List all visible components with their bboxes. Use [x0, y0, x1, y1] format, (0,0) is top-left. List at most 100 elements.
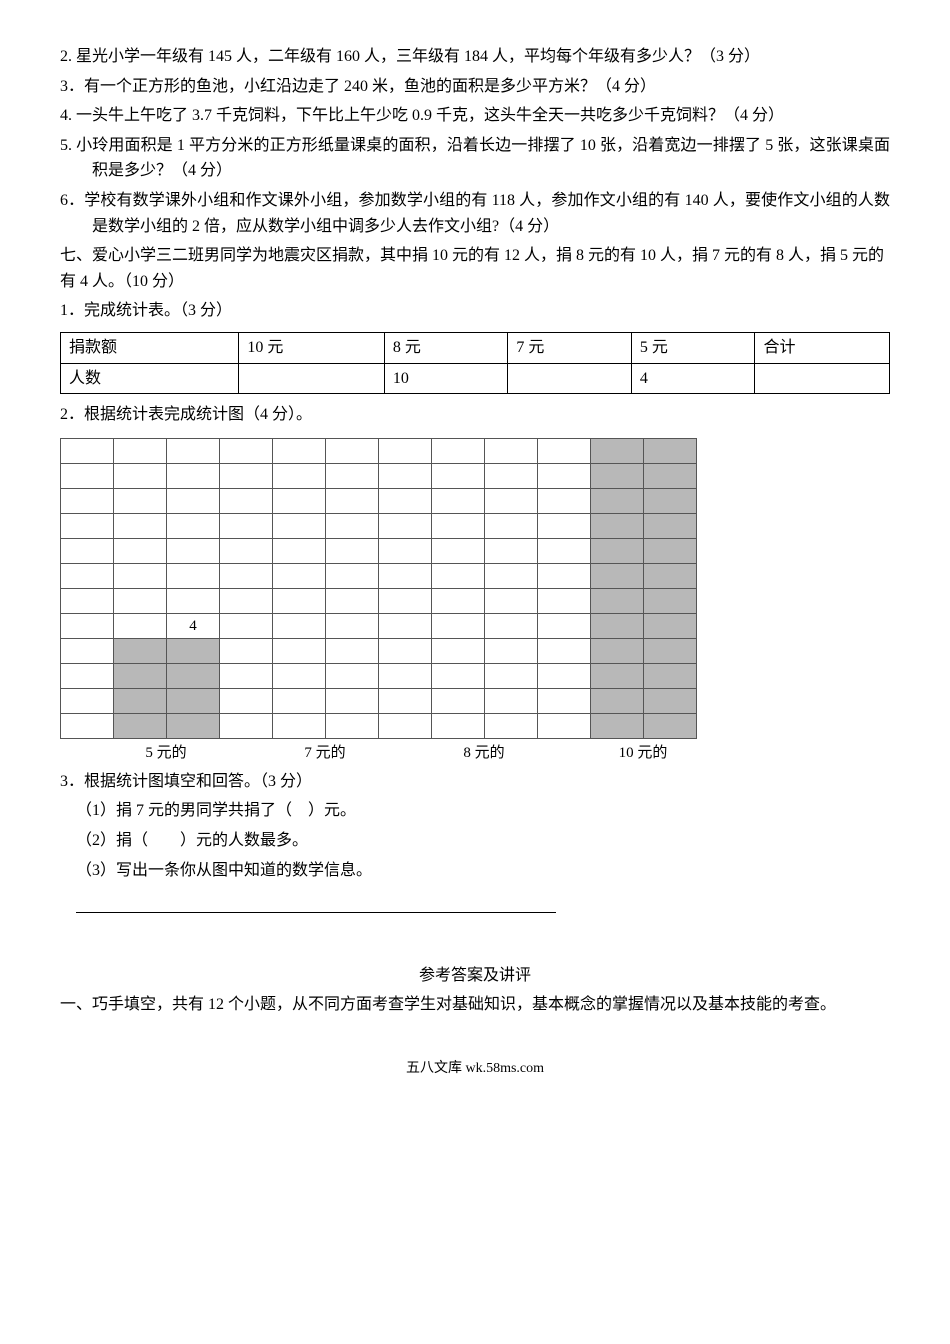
chart-cell [326, 438, 379, 463]
chart-cell [273, 538, 326, 563]
chart-cell [220, 663, 273, 688]
chart-cell [538, 463, 591, 488]
chart-cell [485, 438, 538, 463]
chart-cell [326, 513, 379, 538]
table-header-row: 捐款额 10 元 8 元 7 元 5 元 合计 [61, 332, 890, 363]
chart-cell [220, 538, 273, 563]
chart-cell [114, 538, 167, 563]
question-2: 2. 星光小学一年级有 145 人，二年级有 160 人，三年级有 184 人，… [60, 44, 890, 70]
chart-cell [485, 663, 538, 688]
donation-table: 捐款额 10 元 8 元 7 元 5 元 合计 人数 10 4 [60, 332, 890, 394]
chart-cell [591, 438, 644, 463]
chart-cell [485, 588, 538, 613]
chart-cell [379, 463, 432, 488]
chart-cell [644, 663, 697, 688]
chart-cell [591, 638, 644, 663]
chart-cell [220, 638, 273, 663]
chart-cell [273, 613, 326, 638]
chart-cell [220, 613, 273, 638]
chart-cell [220, 438, 273, 463]
chart-cell [379, 513, 432, 538]
table-header-cell: 7 元 [508, 332, 632, 363]
chart-cell [591, 513, 644, 538]
chart-cell [379, 588, 432, 613]
chart-cell [591, 538, 644, 563]
chart-cell [591, 588, 644, 613]
chart-cell [432, 463, 485, 488]
chart-cell [326, 613, 379, 638]
chart-cell [273, 663, 326, 688]
chart-cell [538, 488, 591, 513]
chart-cell [591, 688, 644, 713]
section-7-sub3: 3．根据统计图填空和回答。（3 分） [60, 769, 890, 795]
table-row-label: 人数 [61, 363, 239, 394]
table-cell[interactable] [239, 363, 384, 394]
chart-cell [114, 488, 167, 513]
chart-cell [167, 663, 220, 688]
chart-cell [167, 438, 220, 463]
chart-cell [61, 488, 114, 513]
chart-x-label: 7 元的 [272, 741, 378, 765]
chart-cell [61, 463, 114, 488]
chart-cell [379, 688, 432, 713]
chart-cell [379, 713, 432, 738]
chart-cell [167, 538, 220, 563]
chart-cell [432, 688, 485, 713]
chart-cell [167, 713, 220, 738]
question-4: 4. 一头牛上午吃了 3.7 千克饲料，下午比上午少吃 0.9 千克，这头牛全天… [60, 103, 890, 129]
chart-cell [167, 688, 220, 713]
chart-cell [273, 488, 326, 513]
chart-cell [644, 463, 697, 488]
table-cell: 10 [384, 363, 508, 394]
chart-cell [485, 638, 538, 663]
table-data-row: 人数 10 4 [61, 363, 890, 394]
chart-cell [485, 713, 538, 738]
section-7-sub3-2: （2）捐（ ）元的人数最多。 [60, 828, 890, 854]
chart-cell [485, 538, 538, 563]
chart-cell [538, 588, 591, 613]
chart-cell [538, 663, 591, 688]
chart-cell [432, 513, 485, 538]
chart-x-label: 10 元的 [590, 741, 696, 765]
chart-cell [326, 463, 379, 488]
chart-cell [114, 638, 167, 663]
chart-cell [379, 488, 432, 513]
chart-cell [485, 563, 538, 588]
answer-blank-line[interactable] [60, 887, 890, 913]
table-header-cell: 10 元 [239, 332, 384, 363]
chart-cell [61, 563, 114, 588]
chart-cell [114, 588, 167, 613]
chart-cell [167, 488, 220, 513]
chart-cell [644, 563, 697, 588]
chart-cell [432, 638, 485, 663]
chart-cell [114, 713, 167, 738]
chart-cell [61, 663, 114, 688]
chart-cell [273, 563, 326, 588]
chart-cell [167, 563, 220, 588]
chart-cell [61, 538, 114, 563]
chart-cell [432, 438, 485, 463]
chart-cell [538, 563, 591, 588]
chart-cell [220, 488, 273, 513]
chart-cell [220, 563, 273, 588]
section-7-sub3-1: （1）捐 7 元的男同学共捐了（ ）元。 [60, 798, 890, 824]
table-cell: 4 [631, 363, 755, 394]
question-3: 3．有一个正方形的鱼池，小红沿边走了 240 米，鱼池的面积是多少平方米？（4 … [60, 74, 890, 100]
chart-cell [273, 438, 326, 463]
section-7-sub1: 1．完成统计表。（3 分） [60, 298, 890, 324]
chart-cell [273, 588, 326, 613]
chart-cell [220, 688, 273, 713]
chart-cell [167, 513, 220, 538]
chart-cell [432, 588, 485, 613]
bar-chart-grid: 4 [60, 438, 697, 739]
chart-cell [326, 563, 379, 588]
chart-cell [114, 563, 167, 588]
chart-cell [644, 513, 697, 538]
chart-cell [326, 688, 379, 713]
chart-cell [61, 513, 114, 538]
chart-cell [379, 438, 432, 463]
chart-cell [61, 713, 114, 738]
chart-cell [220, 588, 273, 613]
table-cell[interactable] [755, 363, 890, 394]
table-cell[interactable] [508, 363, 632, 394]
